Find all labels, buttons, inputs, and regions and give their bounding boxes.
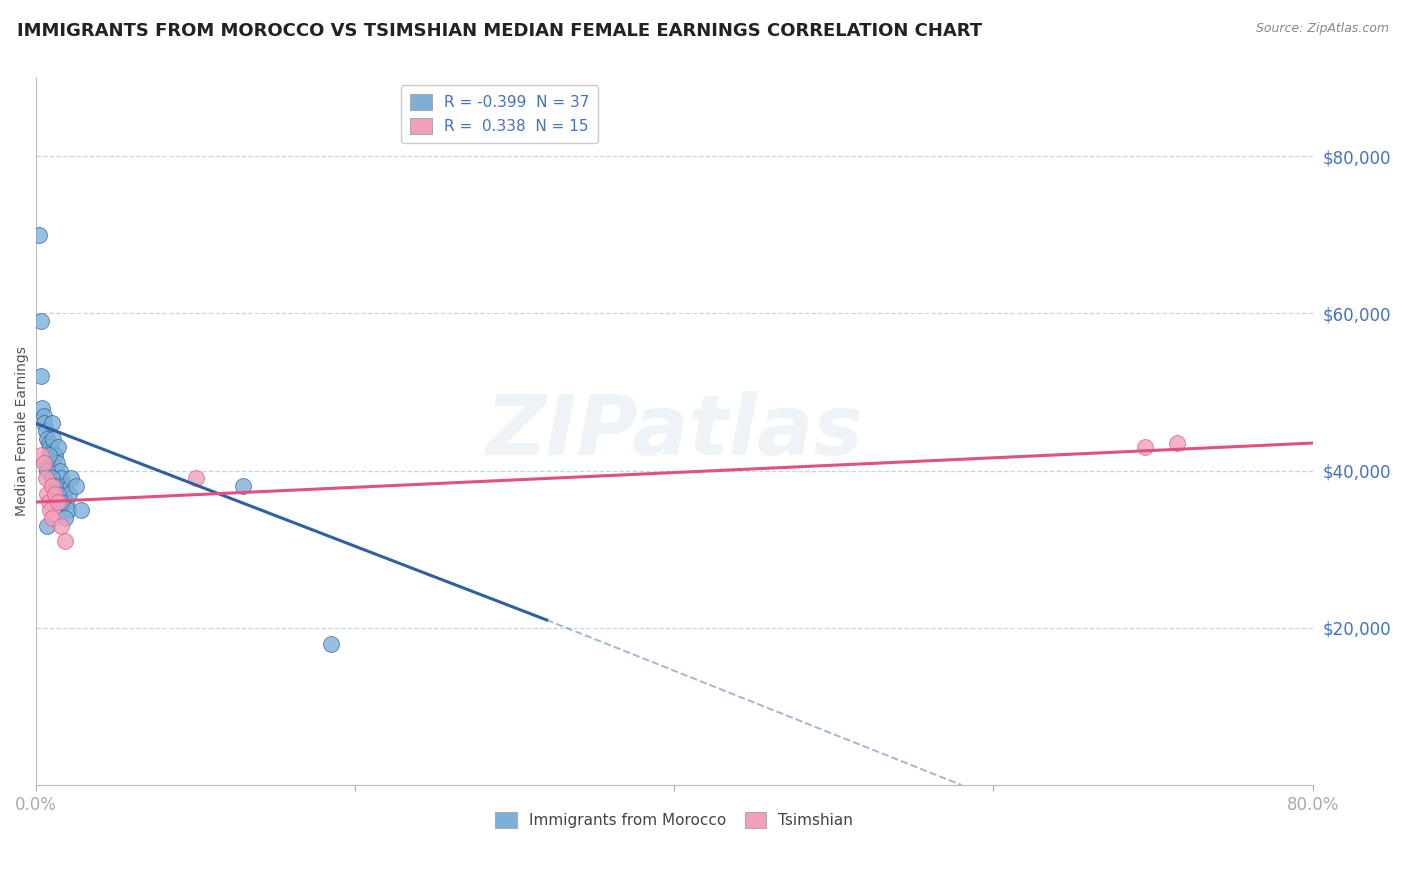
Point xyxy=(55,495,77,509)
Point xyxy=(56,503,79,517)
Point xyxy=(38,436,60,450)
Point xyxy=(49,464,72,478)
Point xyxy=(41,479,63,493)
Point xyxy=(34,471,56,485)
Point xyxy=(30,314,52,328)
Point xyxy=(30,448,52,462)
Point xyxy=(37,464,59,478)
Point xyxy=(41,417,63,431)
Point xyxy=(32,409,55,423)
Point xyxy=(44,479,66,493)
Text: IMMIGRANTS FROM MOROCCO VS TSIMSHIAN MEDIAN FEMALE EARNINGS CORRELATION CHART: IMMIGRANTS FROM MOROCCO VS TSIMSHIAN MED… xyxy=(17,22,981,40)
Point xyxy=(39,440,62,454)
Point xyxy=(37,487,59,501)
Text: Source: ZipAtlas.com: Source: ZipAtlas.com xyxy=(1256,22,1389,36)
Point xyxy=(53,510,76,524)
Point xyxy=(65,479,87,493)
Point xyxy=(42,432,65,446)
Point xyxy=(34,424,56,438)
Point xyxy=(51,495,73,509)
Point xyxy=(232,479,254,493)
Point xyxy=(53,534,76,549)
Legend: Immigrants from Morocco, Tsimshian: Immigrants from Morocco, Tsimshian xyxy=(489,805,859,834)
Point xyxy=(41,444,63,458)
Point xyxy=(52,479,75,493)
Y-axis label: Median Female Earnings: Median Female Earnings xyxy=(15,346,30,516)
Point xyxy=(37,518,59,533)
Point xyxy=(58,487,80,501)
Point xyxy=(39,503,62,517)
Point xyxy=(38,495,60,509)
Point xyxy=(37,432,59,446)
Point xyxy=(46,440,69,454)
Point xyxy=(184,471,207,485)
Point xyxy=(41,510,63,524)
Point xyxy=(45,456,67,470)
Point xyxy=(44,487,66,501)
Point xyxy=(1166,436,1188,450)
Text: ZIPatlas: ZIPatlas xyxy=(485,391,863,472)
Point xyxy=(30,369,52,384)
Point xyxy=(53,483,76,498)
Point xyxy=(51,471,73,485)
Point xyxy=(321,636,343,650)
Point xyxy=(46,487,69,501)
Point xyxy=(32,456,55,470)
Point xyxy=(51,518,73,533)
Point xyxy=(31,401,53,415)
Point xyxy=(34,456,56,470)
Point xyxy=(44,448,66,462)
Point xyxy=(32,417,55,431)
Point xyxy=(69,503,91,517)
Point xyxy=(28,227,51,242)
Point xyxy=(1133,440,1156,454)
Point xyxy=(41,471,63,485)
Point xyxy=(46,495,69,509)
Point xyxy=(60,471,83,485)
Point xyxy=(38,448,60,462)
